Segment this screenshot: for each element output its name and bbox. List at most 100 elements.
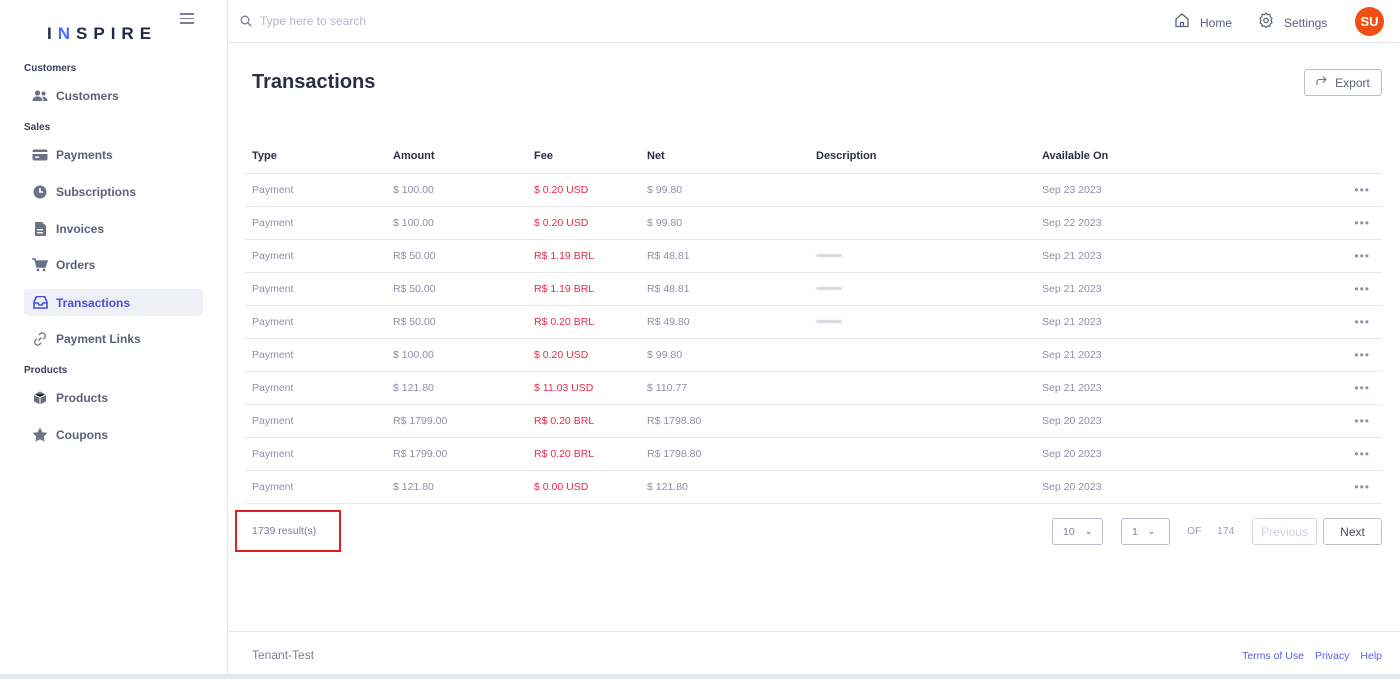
cell-amount: $ 100.00 <box>386 206 527 240</box>
cell-available-on: Sep 21 2023 <box>1035 305 1235 339</box>
table-body: Payment $ 100.00 $ 0.20 USD $ 99.80 Sep 23 2… <box>245 173 1382 504</box>
results-count: 1739 result(s) <box>252 525 317 537</box>
row-more-options-icon[interactable]: ••• <box>1235 272 1382 306</box>
row-more-options-icon[interactable]: ••• <box>1235 437 1382 471</box>
search-input[interactable] <box>260 11 560 31</box>
users-icon <box>32 88 48 104</box>
menu-toggle-icon[interactable] <box>180 13 194 25</box>
row-more-options-icon[interactable]: ••• <box>1235 338 1382 372</box>
next-page-button[interactable]: Next <box>1323 518 1382 545</box>
table-row[interactable]: Payment $ 121.80 $ 0.00 USD $ 121.80 Sep 20 … <box>245 470 1382 504</box>
cell-type: Payment <box>245 404 386 438</box>
cell-description <box>809 239 1035 273</box>
sidebar-item-coupons[interactable]: Coupons <box>24 421 203 448</box>
cell-description <box>809 272 1035 306</box>
avatar[interactable]: SU <box>1355 7 1384 36</box>
table-row[interactable]: Payment $ 100.00 $ 0.20 USD $ 99.80 Sep 22 2… <box>245 206 1382 240</box>
cell-amount: R$ 1799.00 <box>386 404 527 438</box>
cell-amount: $ 100.00 <box>386 173 527 207</box>
cell-fee: $ 0.20 USD <box>527 206 640 240</box>
sidebar-item-invoices[interactable]: Invoices <box>24 215 203 242</box>
help-link[interactable]: Help <box>1360 650 1382 662</box>
footer-links: Terms of Use Privacy Help <box>1242 650 1382 662</box>
page-size-select[interactable]: 10 ⌄ <box>1052 518 1103 545</box>
column-header-actions <box>1235 140 1382 174</box>
sidebar-item-payment-links[interactable]: Payment Links <box>24 325 203 352</box>
cell-amount: R$ 50.00 <box>386 239 527 273</box>
gear-icon <box>1258 12 1274 33</box>
cell-amount: R$ 50.00 <box>386 305 527 339</box>
of-label: OF <box>1187 525 1202 537</box>
cell-fee: R$ 0.20 BRL <box>527 404 640 438</box>
sidebar-item-products[interactable]: Products <box>24 384 203 411</box>
cell-type: Payment <box>245 173 386 207</box>
row-more-options-icon[interactable]: ••• <box>1235 470 1382 504</box>
redacted-description <box>816 287 842 291</box>
clock-icon <box>32 184 48 200</box>
cell-available-on: Sep 21 2023 <box>1035 338 1235 372</box>
page-number-select[interactable]: 1 ⌄ <box>1121 518 1170 545</box>
chevron-down-icon: ⌄ <box>1147 526 1156 536</box>
table-row[interactable]: Payment R$ 1799.00 R$ 0.20 BRL R$ 1798.80 Se… <box>245 404 1382 438</box>
table-row[interactable]: Payment R$ 50.00 R$ 0.20 BRL R$ 49.80 Sep 21… <box>245 305 1382 339</box>
total-pages: 174 <box>1217 525 1235 537</box>
share-arrow-icon <box>1316 76 1327 89</box>
home-icon <box>1174 12 1190 33</box>
settings-link[interactable]: Settings <box>1258 12 1327 33</box>
cell-fee: $ 0.20 USD <box>527 173 640 207</box>
row-more-options-icon[interactable]: ••• <box>1235 404 1382 438</box>
table-row[interactable]: Payment R$ 1799.00 R$ 0.20 BRL R$ 1798.80 Se… <box>245 437 1382 471</box>
table-row[interactable]: Payment R$ 50.00 R$ 1.19 BRL R$ 48.81 Sep 21… <box>245 272 1382 306</box>
terms-of-use-link[interactable]: Terms of Use <box>1242 650 1304 662</box>
cell-type: Payment <box>245 206 386 240</box>
footer: Tenant-Test Terms of Use Privacy Help <box>228 631 1400 674</box>
search-icon <box>240 14 252 27</box>
cell-available-on: Sep 21 2023 <box>1035 239 1235 273</box>
top-bar: Home Settings SU <box>228 0 1400 43</box>
cell-description <box>809 371 1035 405</box>
cell-type: Payment <box>245 371 386 405</box>
cell-net: R$ 1798.80 <box>640 437 809 471</box>
row-more-options-icon[interactable]: ••• <box>1235 173 1382 207</box>
row-more-options-icon[interactable]: ••• <box>1235 371 1382 405</box>
cell-description <box>809 305 1035 339</box>
star-icon <box>32 427 48 443</box>
cell-description <box>809 437 1035 471</box>
cell-description <box>809 173 1035 207</box>
cell-available-on: Sep 20 2023 <box>1035 470 1235 504</box>
export-button[interactable]: Export <box>1304 69 1382 96</box>
row-more-options-icon[interactable]: ••• <box>1235 206 1382 240</box>
section-label-customers: Customers <box>24 63 77 74</box>
table-row[interactable]: Payment $ 121.80 $ 11.03 USD $ 110.77 Sep 21… <box>245 371 1382 405</box>
previous-page-button[interactable]: Previous <box>1252 518 1317 545</box>
sidebar-item-orders[interactable]: Orders <box>24 251 203 278</box>
row-more-options-icon[interactable]: ••• <box>1235 305 1382 339</box>
cell-type: Payment <box>245 470 386 504</box>
table-row[interactable]: Payment $ 100.00 $ 0.20 USD $ 99.80 Sep 23 2… <box>245 173 1382 207</box>
box-icon <box>32 390 48 406</box>
cell-available-on: Sep 21 2023 <box>1035 371 1235 405</box>
privacy-link[interactable]: Privacy <box>1314 650 1350 662</box>
table-row[interactable]: Payment $ 100.00 $ 0.20 USD $ 99.80 Sep 21 2… <box>245 338 1382 372</box>
column-header-fee: Fee <box>527 140 640 174</box>
sidebar-item-transactions[interactable]: Transactions <box>24 289 203 316</box>
cell-fee: $ 11.03 USD <box>527 371 640 405</box>
sidebar-item-subscriptions[interactable]: Subscriptions <box>24 178 203 205</box>
cell-description <box>809 404 1035 438</box>
home-link[interactable]: Home <box>1174 12 1232 33</box>
cell-type: Payment <box>245 338 386 372</box>
cell-description <box>809 470 1035 504</box>
column-header-net: Net <box>640 140 809 174</box>
cell-available-on: Sep 23 2023 <box>1035 173 1235 207</box>
cell-amount: R$ 1799.00 <box>386 437 527 471</box>
redacted-description <box>816 254 842 258</box>
sidebar-item-payments[interactable]: Payments <box>24 141 203 168</box>
cell-amount: $ 121.80 <box>386 470 527 504</box>
cell-type: Payment <box>245 305 386 339</box>
cell-net: $ 121.80 <box>640 470 809 504</box>
sidebar-item-customers[interactable]: Customers <box>24 82 203 109</box>
table-row[interactable]: Payment R$ 50.00 R$ 1.19 BRL R$ 48.81 Sep 21… <box>245 239 1382 273</box>
row-more-options-icon[interactable]: ••• <box>1235 239 1382 273</box>
cell-description <box>809 338 1035 372</box>
cell-type: Payment <box>245 437 386 471</box>
